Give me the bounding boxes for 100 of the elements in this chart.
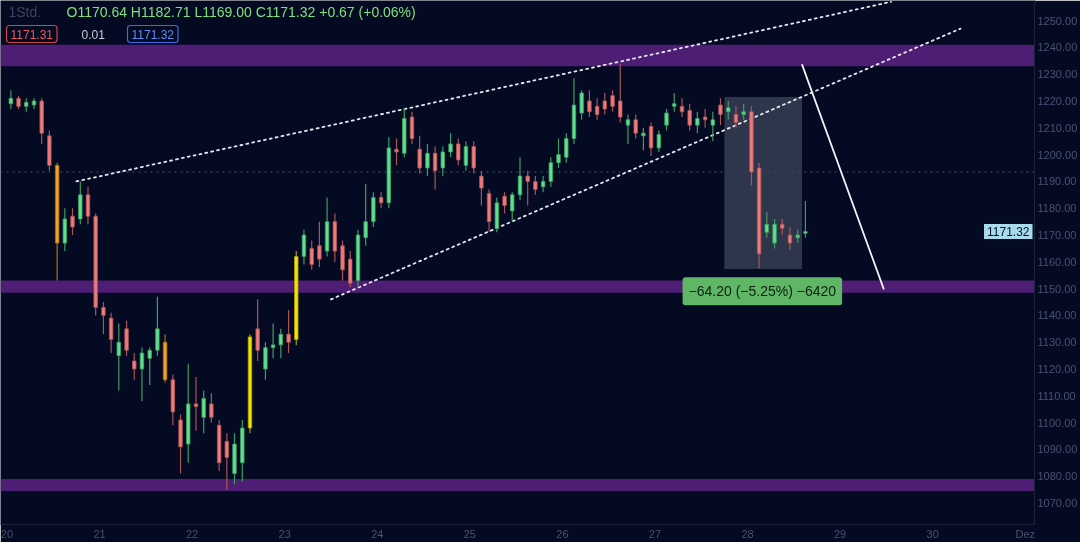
x-tick-label: 22 [186, 527, 199, 540]
y-tick-label: 1150.00 [1037, 282, 1077, 295]
candlestick [108, 312, 114, 354]
candlestick [255, 298, 260, 362]
candlestick [417, 135, 422, 174]
y-tick-label: 1140.00 [1037, 309, 1077, 322]
candlestick [193, 376, 199, 432]
candlestick [394, 137, 399, 166]
candlestick [726, 100, 731, 121]
y-tick-label: 1090.00 [1037, 443, 1078, 456]
y-tick-label: 1240.00 [1037, 41, 1078, 54]
candlestick [656, 129, 662, 153]
candlestick [471, 140, 476, 174]
y-tick-label: 1110.00 [1037, 389, 1076, 402]
candlestick [525, 170, 530, 207]
y-tick-label: 1190.00 [1037, 175, 1077, 188]
y-tick-label: 1070.00 [1037, 497, 1078, 510]
candlestick [432, 145, 438, 191]
candlestick [139, 347, 145, 402]
candlestick [548, 156, 553, 188]
candlestick [270, 322, 276, 359]
candlestick [456, 137, 461, 166]
candlestick [409, 111, 415, 145]
chart-title: 1Std. [8, 3, 42, 20]
candlestick [764, 211, 769, 239]
candlestick [502, 191, 507, 215]
y-tick-label: 1220.00 [1037, 95, 1078, 108]
candlestick [787, 226, 793, 251]
x-tick-label: 20 [0, 527, 14, 540]
y-tick-label: 1250.00 [1037, 14, 1078, 27]
y-tick-label: 1160.00 [1037, 255, 1077, 268]
annotation: 1171.31 [10, 27, 54, 42]
y-tick-label: 1230.00 [1037, 68, 1078, 81]
candlestick [517, 156, 523, 201]
candlestick [378, 191, 384, 209]
candlestick [733, 105, 739, 129]
candlestick [556, 137, 561, 169]
annotation: 0.01 [81, 27, 106, 42]
y-tick-label: 1210.00 [1037, 121, 1078, 134]
candlestick [317, 221, 322, 268]
candlestick [85, 186, 91, 225]
candlestick [124, 320, 129, 357]
candlestick [425, 143, 430, 177]
candlestick [702, 108, 708, 129]
x-tick-label: 25 [463, 527, 476, 540]
candlestick [587, 89, 592, 118]
candlestick [286, 309, 291, 354]
x-tick-label: 28 [741, 527, 754, 540]
candlestick [579, 89, 584, 121]
candlestick [648, 121, 654, 157]
candlestick [463, 140, 469, 172]
candlestick [594, 97, 600, 121]
candlestick [263, 341, 268, 381]
candlestick [132, 352, 137, 381]
y-tick-label: 1080.00 [1037, 470, 1078, 483]
candlestick [479, 170, 484, 207]
candlestick [147, 347, 152, 386]
candlestick [710, 111, 715, 142]
candlestick [610, 89, 615, 113]
candlestick [633, 113, 638, 140]
y-tick-label: 1120.00 [1037, 363, 1077, 376]
candlestick [602, 92, 607, 116]
candlestick [618, 62, 623, 124]
candlestick [155, 296, 160, 357]
x-tick-label: 26 [556, 527, 569, 540]
candlestick [803, 200, 808, 239]
candlestick [695, 111, 700, 134]
x-tick-label: 30 [926, 527, 939, 540]
candlestick [641, 127, 646, 152]
candlestick [448, 132, 453, 158]
y-tick-label: 1200.00 [1037, 148, 1078, 161]
y-tick-label: 1180.00 [1037, 202, 1077, 215]
candlestick [309, 239, 314, 271]
annotation: 1171.32 [987, 224, 1030, 239]
y-tick-label: 1100.00 [1037, 416, 1077, 429]
candlestick [116, 322, 121, 392]
candlestick [672, 92, 677, 113]
x-tick-label: 29 [833, 527, 847, 540]
candlestick [664, 108, 669, 132]
candlestick [679, 97, 685, 118]
candlestick [772, 218, 777, 250]
candlestick [564, 132, 569, 164]
candlestick [625, 113, 631, 145]
candlestick [201, 389, 206, 434]
x-tick-label: 24 [371, 527, 384, 540]
candlestick [533, 175, 538, 196]
annotation: −64.20 (−5.25%) −6420 [688, 283, 837, 300]
candlestick [301, 229, 307, 266]
text: 1171.32 [131, 27, 174, 42]
x-tick-label: Dez [1015, 527, 1036, 540]
candlestick [363, 183, 368, 247]
x-tick-label: 23 [278, 527, 291, 540]
candlestick [510, 191, 515, 223]
candlestick [101, 301, 106, 335]
candlestick [718, 97, 723, 126]
candlestick [540, 175, 546, 193]
x-tick-label: 21 [93, 527, 106, 540]
candlestick [70, 207, 75, 236]
candlestick [209, 392, 214, 424]
y-tick-label: 1130.00 [1037, 336, 1077, 349]
